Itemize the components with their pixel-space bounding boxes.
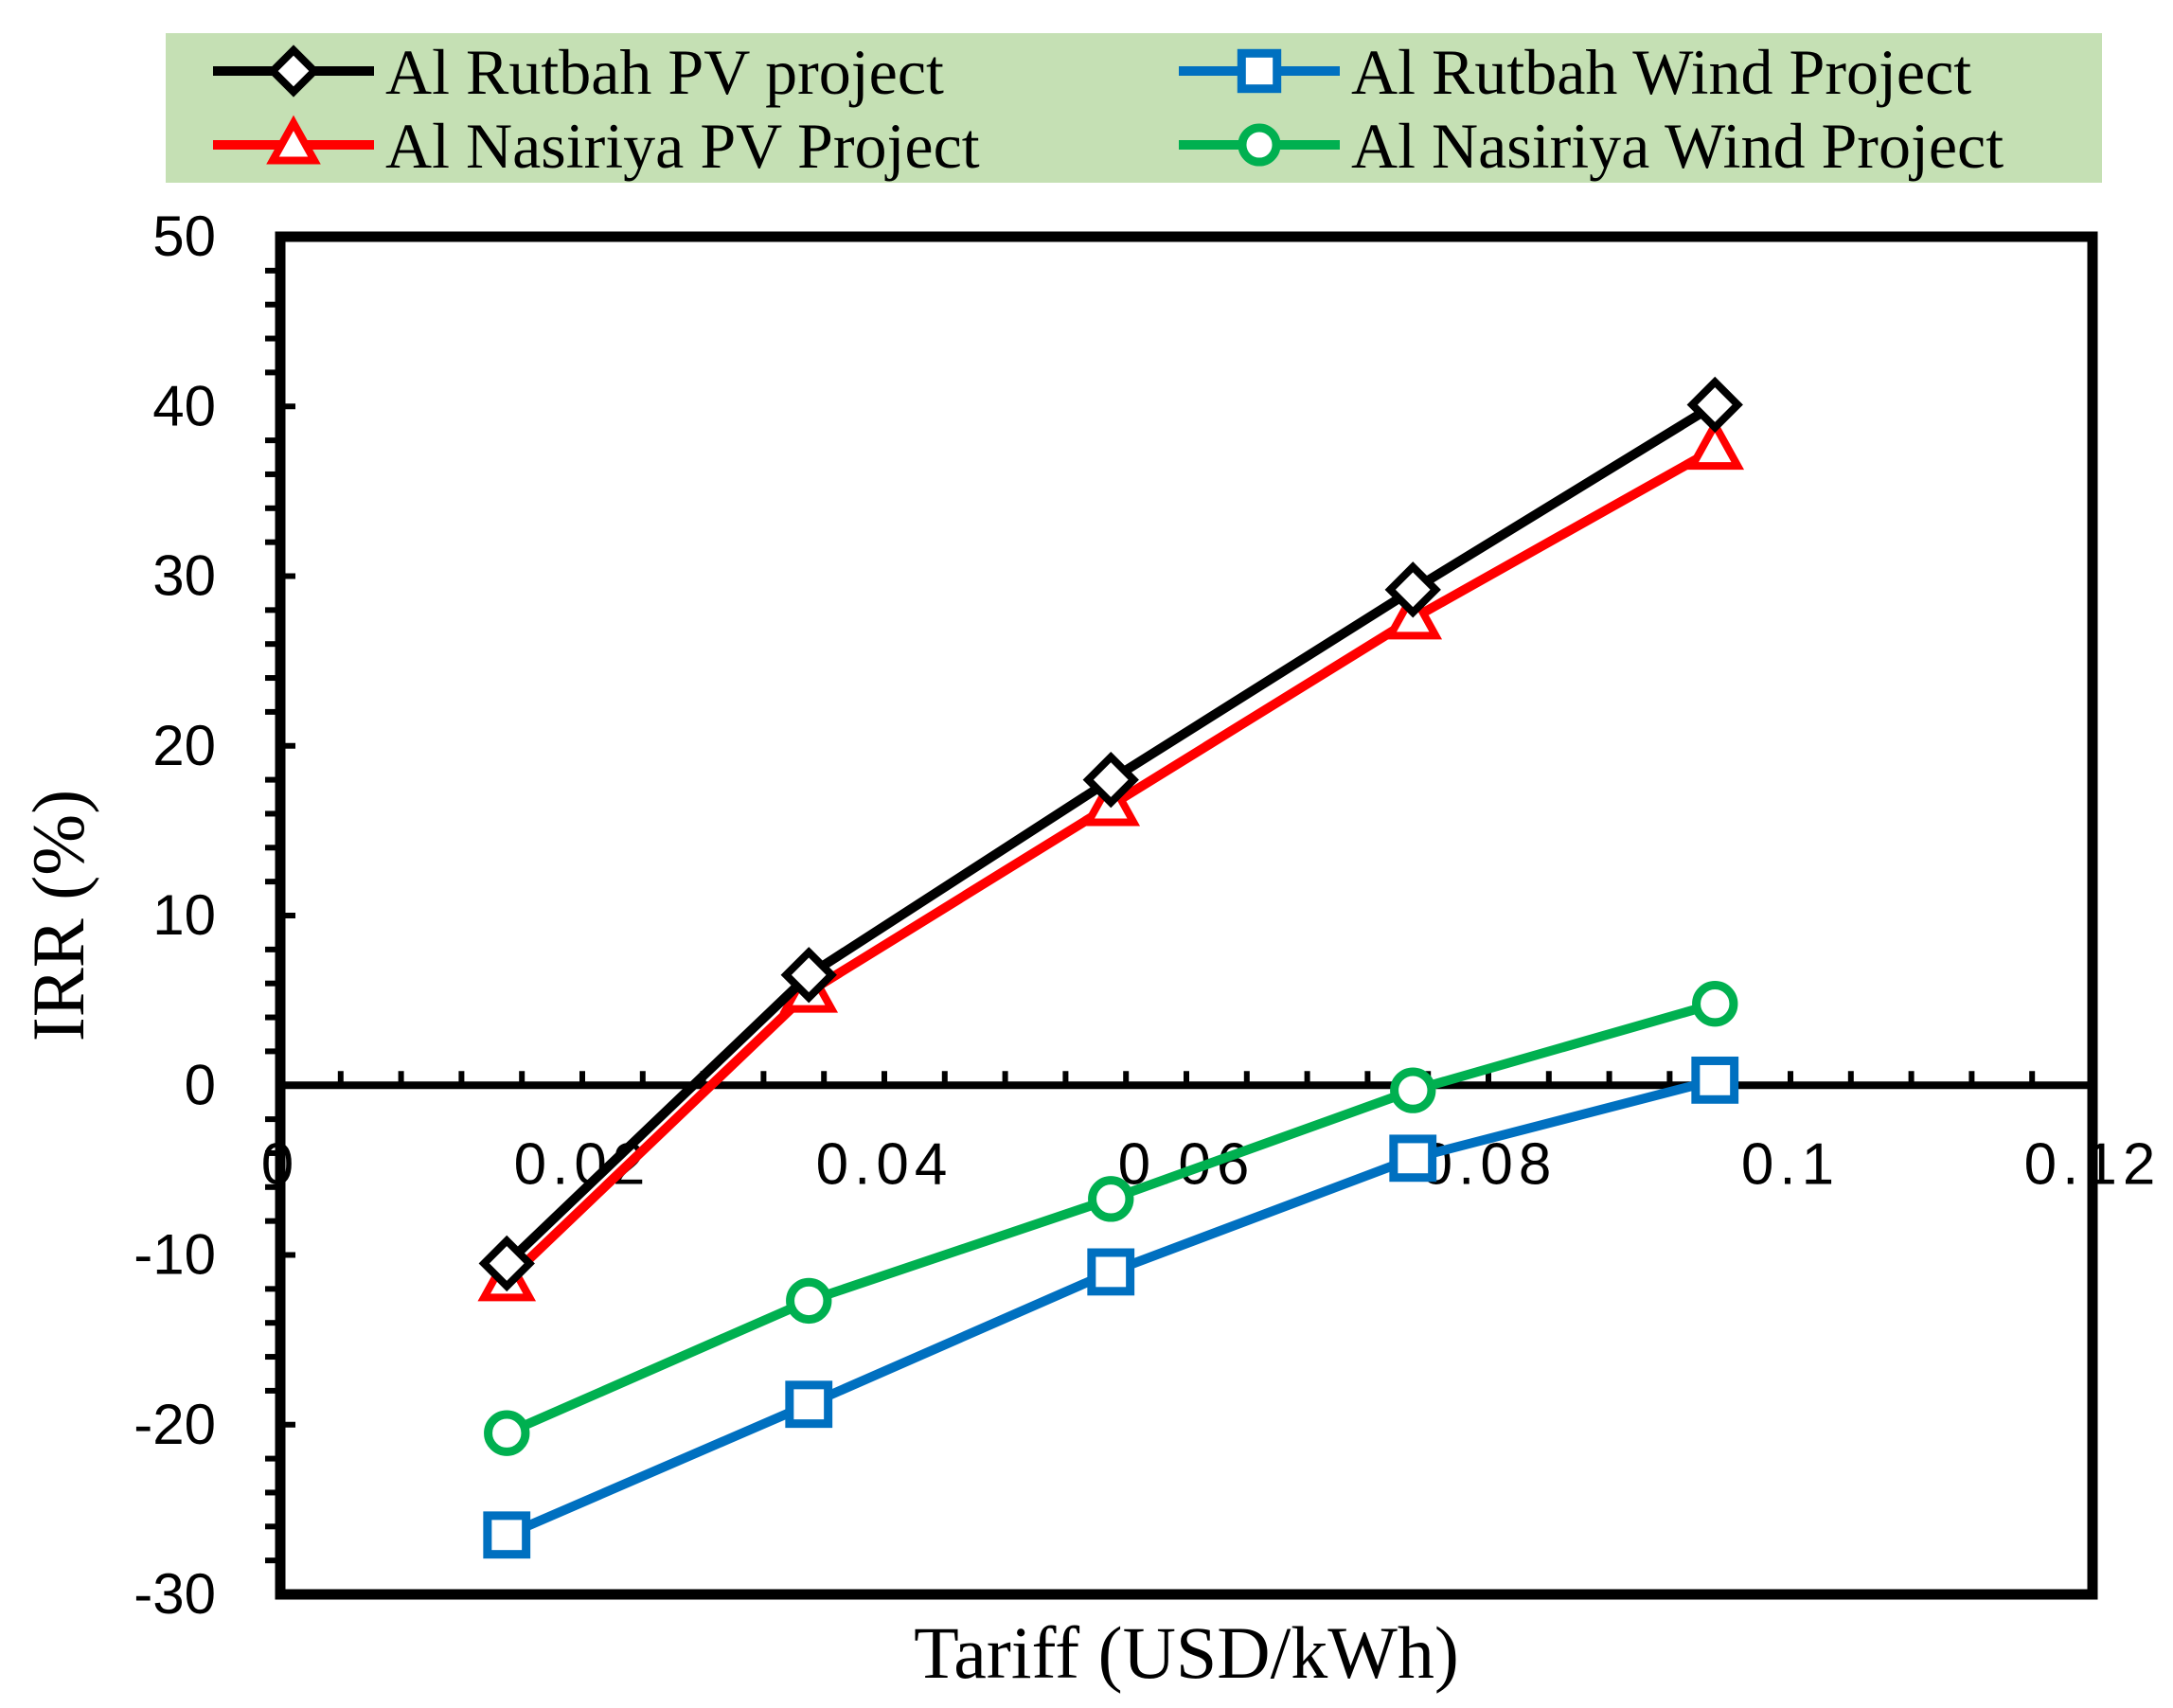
data-point [1389,1134,1437,1183]
data-point [1384,561,1441,618]
data-point [484,1410,530,1456]
legend-item: Al Rutbah PV project [213,36,944,108]
y-tick-label: -10 [134,1223,216,1287]
x-tick-label: 0.1 [1741,1131,1840,1197]
x-axis: 0 0.02 0.04 0.06 0.08 0.1 0.12 [261,1071,2162,1197]
data-point [1686,376,1743,434]
legend: Al Rutbah PV project Al Rutbah Wind Proje… [213,36,2004,182]
data-point [1692,981,1738,1027]
y-axis: -30 -20 -10 0 10 20 30 40 50 [134,205,295,1626]
data-point [1088,1176,1134,1222]
x-axis-title: Tariff (USD/kWh) [914,1611,1459,1694]
x-tick-label: 0.04 [816,1131,953,1197]
legend-label: Al Rutbah Wind Project [1351,36,1971,108]
y-axis-title: IRR (%) [17,790,99,1041]
data-point [1238,123,1281,167]
legend-label: Al Nasiriya Wind Project [1351,110,2004,182]
y-tick-label: 0 [185,1053,216,1116]
data-point [786,1277,832,1325]
series-al-rutbah-pv-project [478,376,1743,1292]
data-point [1087,1248,1135,1296]
y-tick-label: -30 [134,1562,216,1626]
data-point [1685,417,1745,471]
legend-item: Al Nasiriya Wind Project [1179,110,2004,182]
y-tick-label: 10 [152,883,216,947]
series-al-rutbah-wind-project [483,1056,1739,1559]
plot-frame [275,231,2098,1600]
y-tick-label: 30 [152,544,216,608]
series-al-nasiriya-wind-project [484,981,1738,1456]
series-group [477,376,1745,1559]
data-point [1390,1067,1436,1113]
y-tick-label: 20 [152,714,216,777]
data-point [266,115,321,165]
data-point [1691,1056,1739,1104]
data-point [478,1235,535,1292]
legend-item: Al Rutbah Wind Project [1179,36,1971,108]
data-point [267,44,320,98]
data-point [785,1380,833,1429]
data-point [483,1511,531,1559]
legend-label: Al Rutbah PV project [385,36,944,108]
y-axis-minor-ticks [265,267,276,1564]
legend-item: Al Nasiriya PV Project [213,110,980,182]
data-point [1237,48,1282,94]
y-tick-label: 40 [152,374,216,437]
legend-box [166,33,2102,183]
x-tick-label: 0 [261,1131,299,1197]
legend-label: Al Nasiriya PV Project [385,110,980,182]
data-point [780,947,837,1004]
data-point [1082,751,1139,809]
y-tick-label: -20 [134,1393,216,1456]
y-tick-label: 50 [152,205,216,268]
x-tick-label: 0.12 [2024,1131,2162,1197]
